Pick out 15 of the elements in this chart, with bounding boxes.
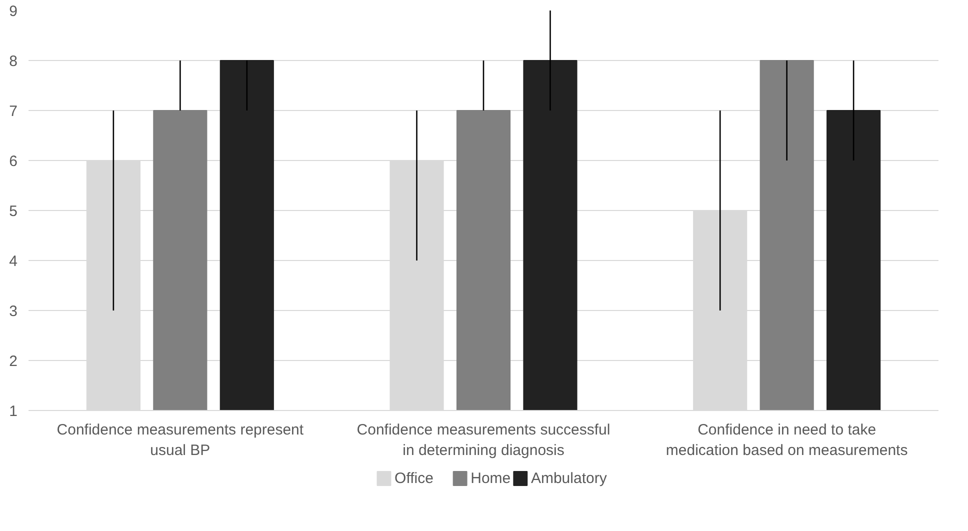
y-tick-label: 2 (9, 353, 18, 370)
y-tick-label: 1 (9, 403, 18, 420)
x-tick-label: Confidence measurements represent usual BP (56, 422, 304, 459)
x-tick-label: Confidence measurements successful in determining diagnosis (356, 422, 610, 459)
legend-label: Home (470, 470, 511, 487)
y-tick-label: 7 (9, 103, 18, 120)
y-tick-label: 9 (9, 3, 18, 20)
y-tick-label: 8 (9, 53, 18, 70)
y-tick-label: 5 (9, 203, 18, 220)
y-tick-label: 6 (9, 153, 18, 170)
y-tick-label: 3 (9, 303, 18, 320)
legend-label: Office (394, 470, 434, 487)
legend-label: Ambulatory (530, 470, 608, 487)
y-tick-label: 4 (9, 253, 18, 270)
x-tick-label: Confidence in need to take medication based on measurements (666, 422, 908, 459)
